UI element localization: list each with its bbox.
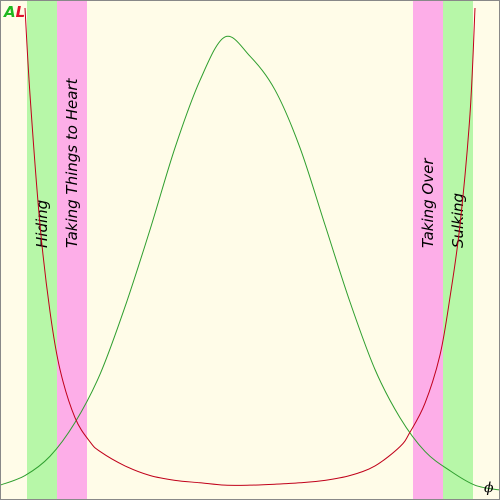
x-axis-label: ϕ [484,480,494,496]
band-2 [413,0,443,500]
band-3 [443,0,473,500]
lines-layer [0,7,500,491]
band-label-2: Taking Over [419,158,437,248]
y-axis-label-a: A [3,3,16,21]
band-1 [57,0,87,500]
series-line-A [0,35,500,491]
series-line-L [24,7,476,486]
y-axis-label-l: L [16,3,26,21]
band-label-0: Hiding [33,200,51,248]
band-label-1: Taking Things to Heart [63,77,81,248]
band-labels-layer: Hiding Taking Things to Heart Taking Over S… [33,77,467,248]
y-axis-label: AL [3,3,25,21]
band-label-3: Sulking [449,193,467,248]
